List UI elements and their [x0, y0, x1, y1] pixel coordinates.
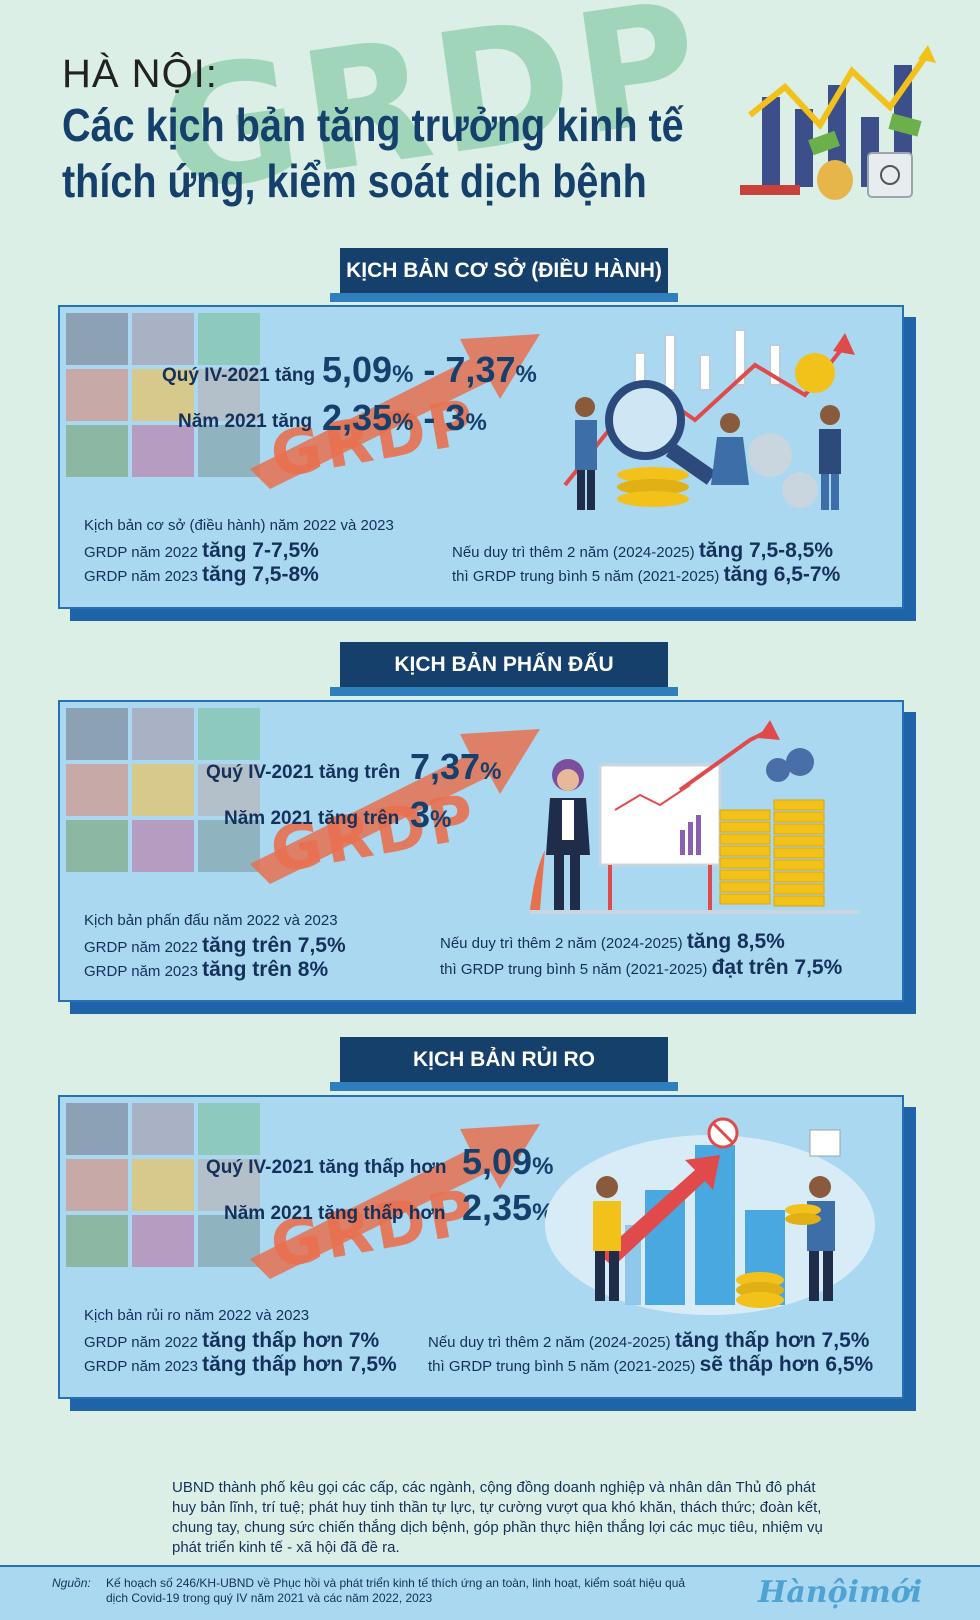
- five-year-avg-label: thì GRDP trung bình 5 năm (2021-2025): [440, 961, 708, 978]
- scenario-panel-target: GRDP Quý IV-2021 tăng trên 7,37% Năm 202…: [58, 700, 904, 1002]
- page-header: GRDP HÀ NỘI: Các kịch bản tăng trưởng ki…: [0, 0, 980, 240]
- gdp-2023-label: GRDP năm 2023: [84, 963, 198, 980]
- books-icon: [132, 1103, 194, 1155]
- medicine-icon: [198, 1215, 260, 1267]
- medicine-icon: [198, 820, 260, 872]
- q4-2021-label: Quý IV-2021 tăng thấp hơn: [206, 1157, 447, 1178]
- five-year-avg-value: sẽ thấp hơn 6,5%: [699, 1353, 874, 1376]
- footer: Nguồn: Kế hoạch số 246/KH-UBND về Phục h…: [0, 1565, 980, 1620]
- sector-icon-grid: [66, 313, 260, 479]
- year-2021-label: Năm 2021 tăng: [178, 411, 313, 432]
- gdp-2023-label: GRDP năm 2023: [84, 1358, 198, 1375]
- source-label: Nguồn:: [52, 1576, 91, 1590]
- five-year-avg-value: đạt trên 7,5%: [711, 956, 843, 979]
- clothes-icon: [132, 425, 194, 477]
- q4-2021-label: Quý IV-2021 tăng: [162, 365, 316, 386]
- five-year-avg-value: tăng 6,5-7%: [723, 563, 841, 586]
- hanoimoi-logo: Hànộimới: [758, 1575, 923, 1610]
- gdp-2022-value: tăng trên 7,5%: [202, 934, 346, 957]
- tools-icon: [66, 820, 128, 872]
- gdp-2022-value: tăng thấp hơn 7%: [202, 1329, 380, 1352]
- five-year-avg-label: thì GRDP trung bình 5 năm (2021-2025): [452, 568, 720, 585]
- source-text: Kế hoạch số 246/KH-UBND về Phục hồi và p…: [106, 1576, 686, 1605]
- growth-arrow-icon: [250, 334, 540, 489]
- q4-2021-value: 7,37%: [410, 746, 502, 787]
- island-icon: [198, 313, 260, 365]
- scenario-panel-risk: GRDP Quý IV-2021 tăng thấp hơn 5,09% Năm…: [58, 1095, 904, 1399]
- house-icon: [66, 1159, 128, 1211]
- ship-icon: [198, 369, 260, 421]
- five-year-avg-label: thì GRDP trung bình 5 năm (2021-2025): [428, 1358, 696, 1375]
- gdp-2022-label: GRDP năm 2022: [84, 1334, 198, 1351]
- house-icon: [66, 764, 128, 816]
- growth-arrow-icon: [250, 729, 540, 884]
- gdp-2022-label: GRDP năm 2022: [84, 544, 198, 561]
- island-icon: [198, 1103, 260, 1155]
- gdp-2022-label: GRDP năm 2022: [84, 939, 198, 956]
- medicine-icon: [198, 425, 260, 477]
- gdp-2022-value: tăng 7-7,5%: [202, 539, 319, 562]
- maintain-value: tăng thấp hơn 7,5%: [674, 1329, 870, 1352]
- closing-statement: UBND thành phố kêu gọi các cấp, các ngàn…: [172, 1479, 823, 1556]
- year-2021-value: 2,35%: [462, 1187, 554, 1228]
- gdp-2023-value: tăng thấp hơn 7,5%: [202, 1353, 397, 1376]
- scenario-panel-base: GRDP Quý IV-2021 tăng 5,09% - 7,37% Năm …: [58, 305, 904, 609]
- gdp-2023-label: GRDP năm 2023: [84, 568, 198, 585]
- page-title-line2: thích ứng, kiểm soát dịch bệnh: [62, 155, 647, 207]
- maintain-label: Nếu duy trì thêm 2 năm (2024-2025): [428, 1334, 671, 1351]
- island-icon: [198, 708, 260, 760]
- scenario-intro: Kịch bản phấn đấu năm 2022 và 2023: [84, 912, 338, 929]
- laptop-icon: [66, 708, 128, 760]
- scenario-intro: Kịch bản rủi ro năm 2022 và 2023: [84, 1307, 310, 1324]
- presenter-chart-illustration: [530, 720, 860, 914]
- ship-icon: [198, 764, 260, 816]
- page-title-line1: Các kịch bản tăng trưởng kinh tế: [62, 99, 684, 151]
- laptop-icon: [66, 1103, 128, 1155]
- tools-icon: [66, 425, 128, 477]
- q4-2021-label: Quý IV-2021 tăng trên: [206, 762, 401, 783]
- bicycle-icon: [132, 764, 194, 816]
- books-icon: [132, 313, 194, 365]
- year-2021-value: 3%: [410, 794, 452, 835]
- city-label: HÀ NỘI:: [62, 52, 218, 96]
- bicycle-icon: [132, 1159, 194, 1211]
- sector-icon-grid: [66, 1103, 260, 1269]
- maintain-label: Nếu duy trì thêm 2 năm (2024-2025): [452, 544, 695, 561]
- scenario-intro: Kịch bản cơ sở (điều hành) năm 2022 và 2…: [84, 517, 394, 534]
- tools-icon: [66, 1215, 128, 1267]
- gdp-2023-value: tăng trên 8%: [202, 958, 329, 981]
- q4-2021-value: 5,09% - 7,37%: [322, 349, 537, 390]
- clothes-icon: [132, 1215, 194, 1267]
- house-icon: [66, 369, 128, 421]
- ship-icon: [198, 1159, 260, 1211]
- bicycle-icon: [132, 369, 194, 421]
- year-2021-label: Năm 2021 tăng thấp hơn: [224, 1203, 446, 1224]
- gdp-2023-value: tăng 7,5-8%: [202, 563, 319, 586]
- laptop-icon: [66, 313, 128, 365]
- books-icon: [132, 708, 194, 760]
- scenario-banner-base: KỊCH BẢN CƠ SỞ (ĐIỀU HÀNH): [330, 248, 678, 302]
- maintain-label: Nếu duy trì thêm 2 năm (2024-2025): [440, 935, 683, 952]
- year-2021-value: 2,35% - 3%: [322, 397, 487, 438]
- scenario-banner-target: KỊCH BẢN PHẤN ĐẤU: [330, 642, 678, 696]
- maintain-value: tăng 7,5-8,5%: [698, 539, 834, 562]
- maintain-value: tăng 8,5%: [686, 930, 785, 953]
- growth-chart-illustration: [740, 45, 936, 200]
- q4-2021-value: 5,09%: [462, 1141, 554, 1182]
- year-2021-label: Năm 2021 tăng trên: [224, 808, 400, 829]
- scenario-banner-risk: KỊCH BẢN RỦI RO: [330, 1037, 678, 1091]
- risk-chart-illustration: [545, 1117, 875, 1315]
- clothes-icon: [132, 820, 194, 872]
- analysts-magnifier-illustration: [563, 329, 855, 510]
- growth-arrow-icon: [250, 1124, 540, 1279]
- sector-icon-grid: [66, 708, 260, 874]
